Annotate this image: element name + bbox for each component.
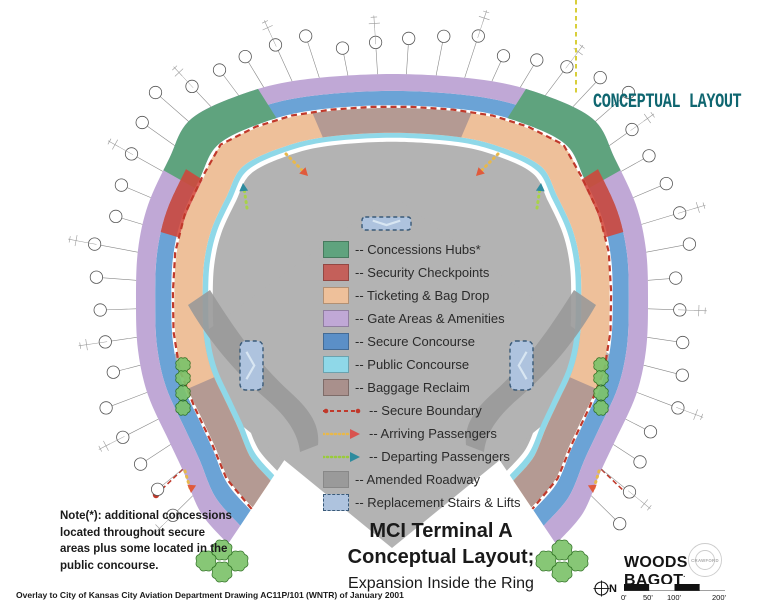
svg-text:CRAWFORD: CRAWFORD [691,558,719,563]
